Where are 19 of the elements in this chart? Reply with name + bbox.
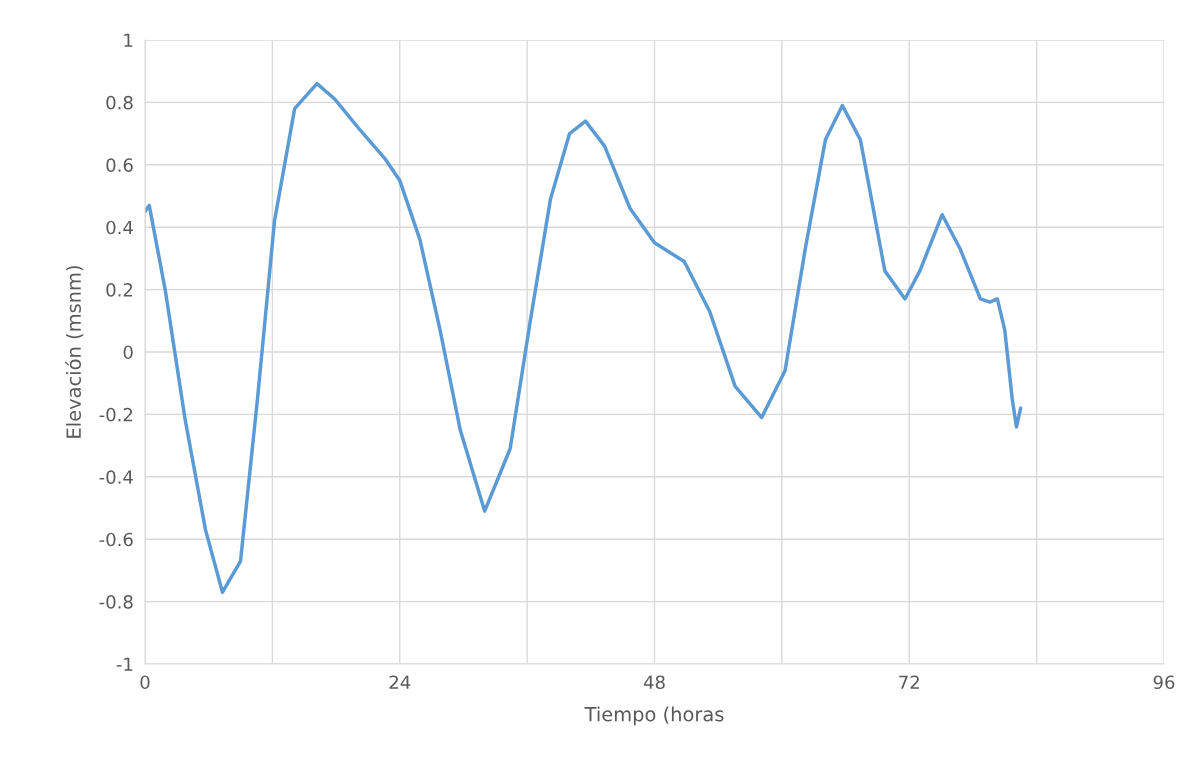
y-tick-label: 0.4: [106, 220, 133, 235]
x-tick-label: 72: [899, 675, 919, 689]
line-series: [145, 81, 1023, 594]
y-tick-label: 0.8: [106, 95, 133, 110]
y-tick-label: 0.6: [106, 158, 133, 172]
x-tick-label: 48: [643, 675, 665, 690]
x-axis-title: Tiempo (horas: [584, 706, 724, 726]
y-tick-label: 1: [124, 33, 133, 47]
x-tick-label: 24: [389, 675, 411, 689]
x-tick-label: 96: [1153, 675, 1175, 690]
y-tick-label: -0.2: [99, 407, 133, 422]
y-tick-label: 0: [123, 345, 133, 360]
y-tick-label: 0.2: [106, 283, 133, 297]
y-tick-label: -0.6: [99, 532, 133, 547]
y-tick-label: -1: [116, 657, 133, 671]
y-axis-title: Elevación (msnm): [65, 266, 84, 438]
y-tick-label: -0.4: [99, 470, 133, 484]
y-tick-label: -0.8: [99, 595, 133, 609]
x-tick-label: 0: [140, 675, 150, 690]
